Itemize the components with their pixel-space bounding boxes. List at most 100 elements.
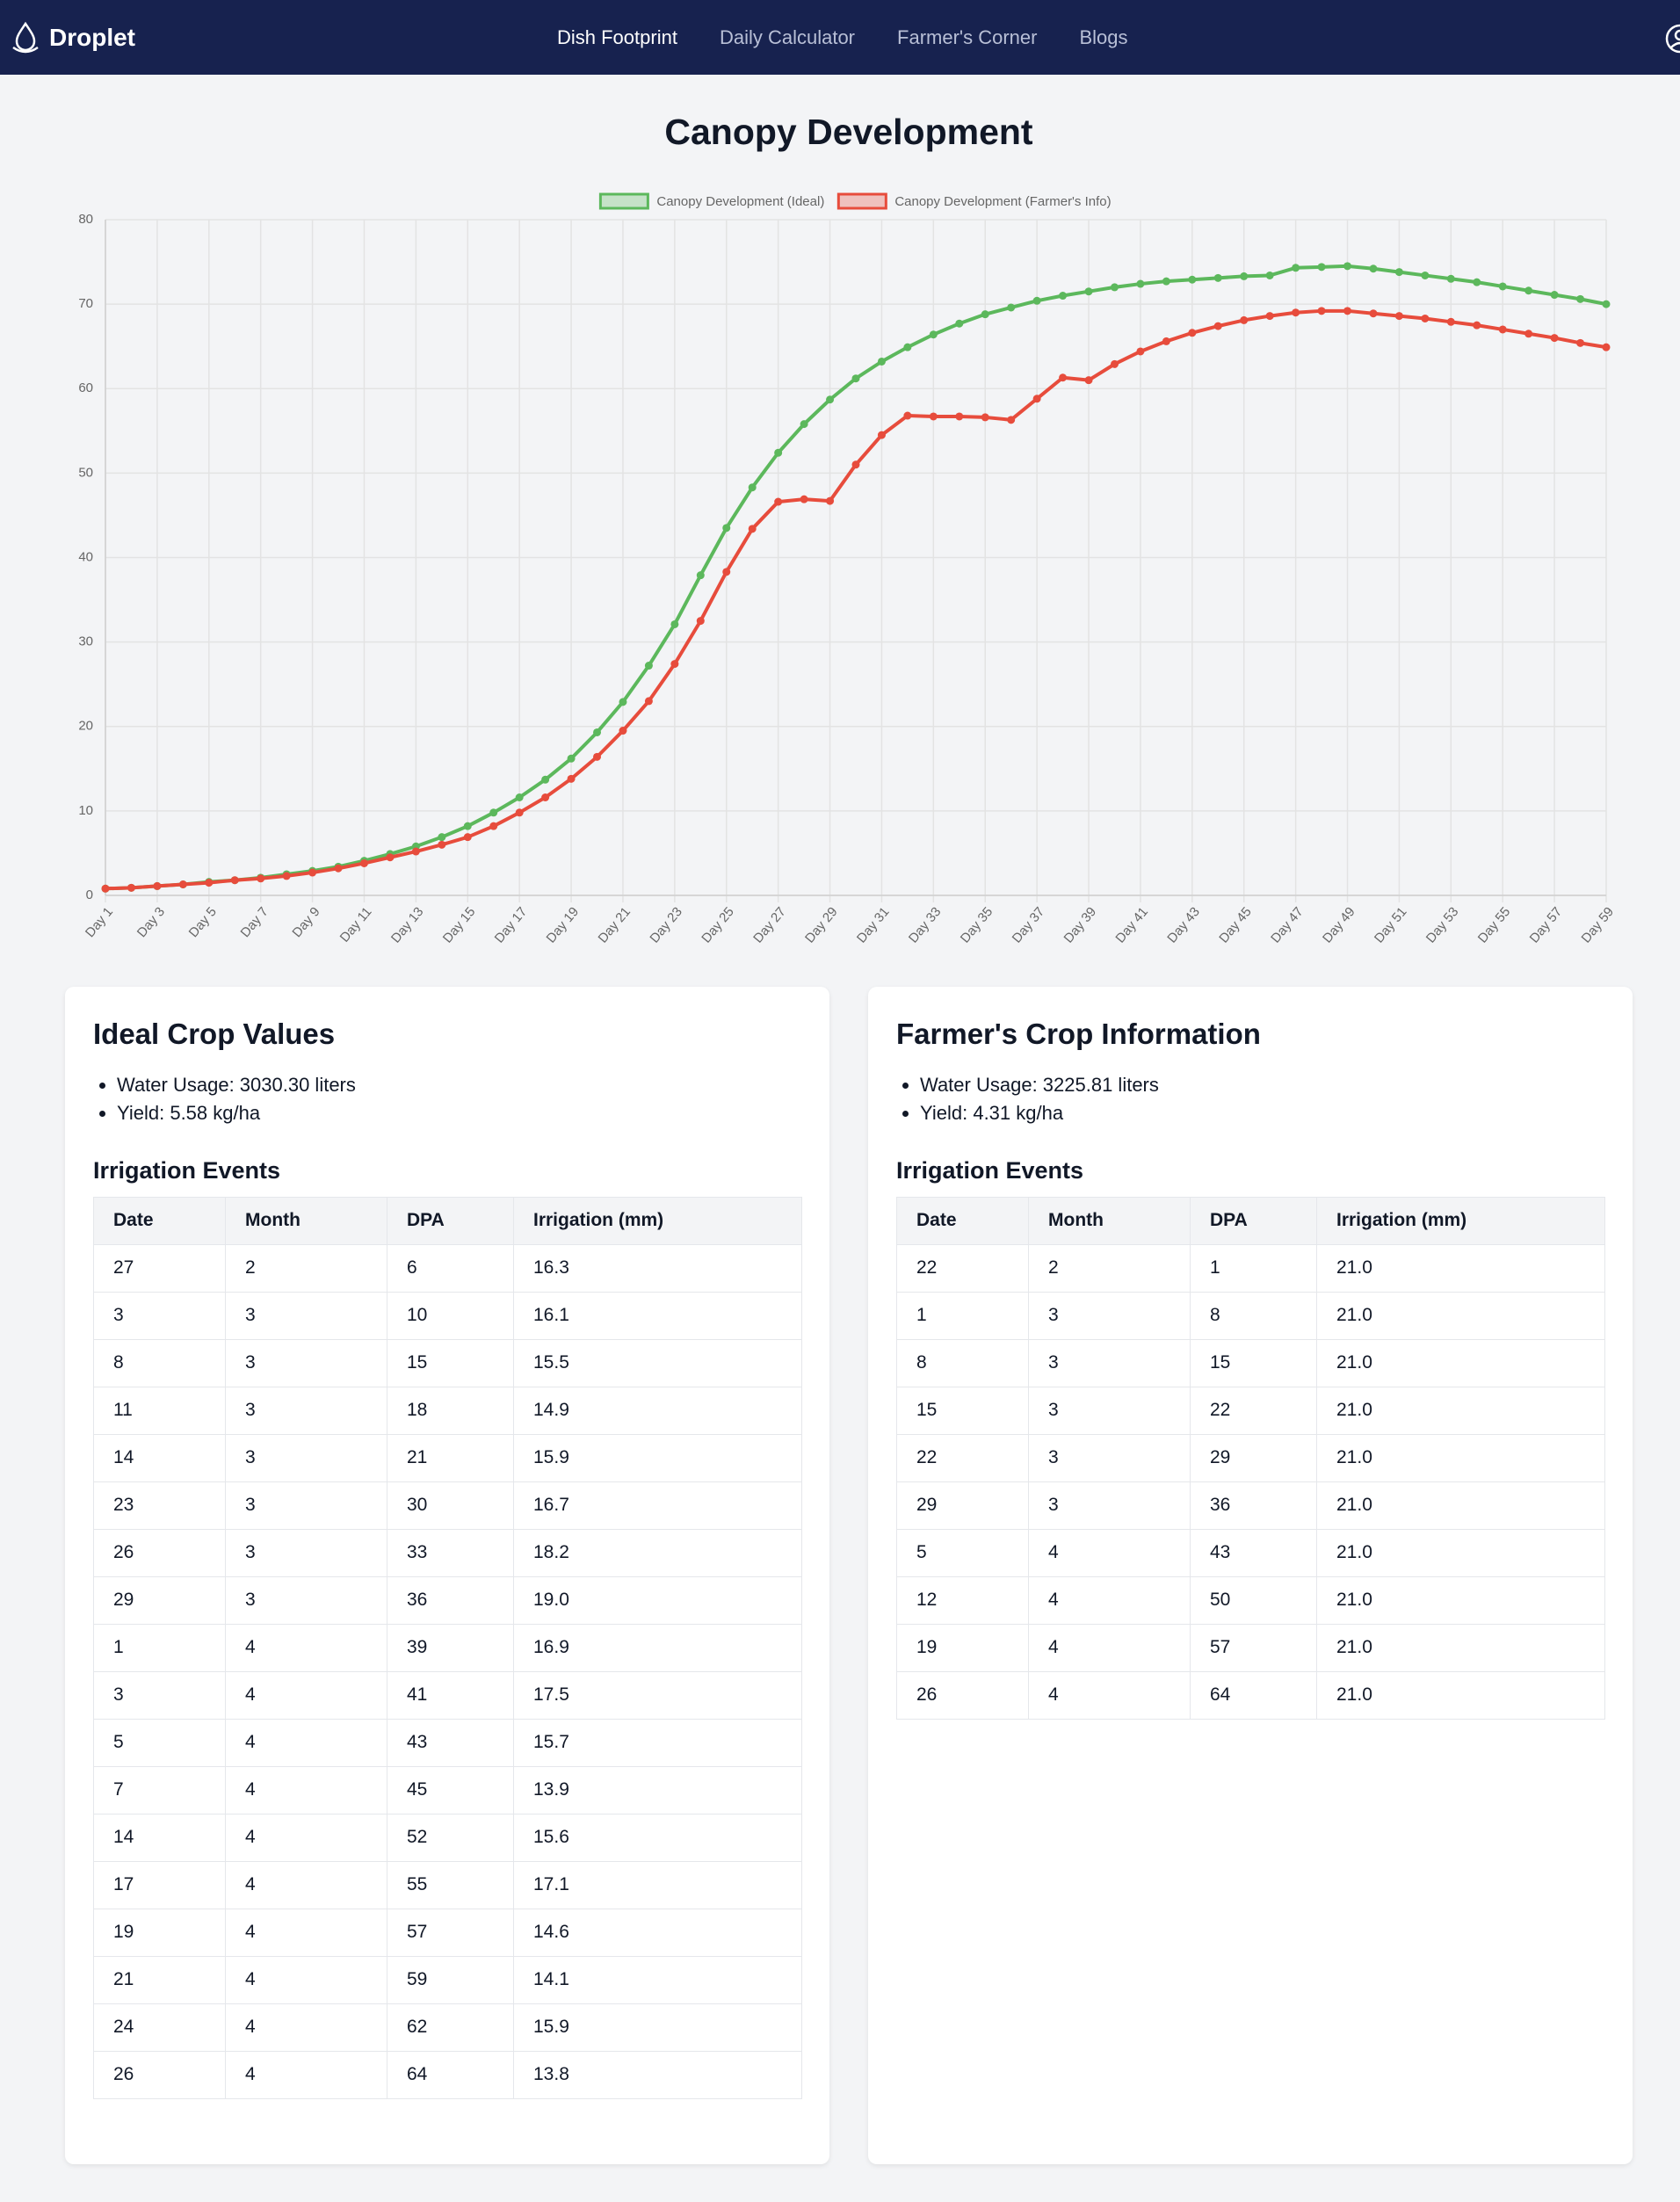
nav-link[interactable]: Dish Footprint — [557, 25, 677, 48]
data-point — [463, 822, 472, 830]
table-row: 14 4 52 15.6 — [93, 1813, 802, 1862]
x-tick-label: Day 1 — [83, 904, 116, 940]
nav-link[interactable]: Blogs — [1079, 25, 1128, 48]
table-row: 26 4 64 21.0 — [896, 1670, 1605, 1720]
table-cell: 7 — [93, 1765, 226, 1814]
data-point — [101, 884, 110, 893]
data-point — [722, 524, 731, 532]
data-point — [1394, 268, 1403, 277]
data-point — [1136, 279, 1145, 288]
x-tick-label: Day 5 — [186, 904, 220, 940]
table-cell: 4 — [1028, 1670, 1191, 1720]
table-cell: 17.1 — [513, 1860, 802, 1909]
data-point — [1446, 317, 1455, 326]
header-cell: Date — [896, 1196, 1029, 1245]
data-point — [1473, 278, 1481, 286]
data-point — [1084, 376, 1093, 385]
table-cell: 4 — [1028, 1575, 1191, 1625]
x-tick-label: Day 19 — [544, 904, 583, 945]
table-row: 3 4 41 17.5 — [93, 1670, 802, 1720]
table-cell: 3 — [1028, 1433, 1191, 1482]
table-cell: 4 — [225, 1908, 387, 1957]
table-cell: 18 — [387, 1386, 514, 1435]
data-point — [334, 864, 343, 873]
x-tick-label: Day 35 — [958, 904, 996, 945]
data-point — [955, 412, 964, 421]
table-cell: 19 — [896, 1623, 1029, 1672]
table-cell: 4 — [225, 1860, 387, 1909]
table-cell: 8 — [1190, 1291, 1317, 1340]
data-point — [1602, 343, 1611, 351]
table-cell: 8 — [896, 1338, 1029, 1387]
header-cell: Date — [93, 1196, 226, 1245]
table-cell: 55 — [387, 1860, 514, 1909]
table-row: 3 3 10 16.1 — [93, 1291, 802, 1340]
table-cell: 3 — [1028, 1481, 1191, 1530]
table-cell: 16.3 — [513, 1243, 802, 1293]
legend-label: Canopy Development (Farmer's Info) — [894, 194, 1111, 209]
table-cell: 15.6 — [513, 1813, 802, 1862]
table-cell: 4 — [225, 2003, 387, 2052]
user-icon[interactable] — [1664, 23, 1680, 54]
table-cell: 29 — [1190, 1433, 1317, 1482]
table-cell: 22 — [896, 1243, 1029, 1293]
table-cell: 3 — [225, 1291, 387, 1340]
data-point — [670, 619, 679, 628]
table-cell: 13.8 — [513, 2050, 802, 2099]
table-cell: 3 — [225, 1528, 387, 1577]
x-tick-label: Day 31 — [854, 904, 893, 945]
data-point — [567, 754, 576, 763]
data-point — [696, 571, 705, 580]
data-point — [1524, 330, 1533, 338]
data-point — [1213, 322, 1222, 330]
data-point — [153, 881, 162, 890]
data-point — [619, 727, 627, 735]
table-cell: 21.0 — [1316, 1243, 1605, 1293]
data-point — [515, 793, 524, 801]
data-point — [230, 876, 239, 885]
table-cell: 13.9 — [513, 1765, 802, 1814]
table-cell: 15.9 — [513, 2003, 802, 2052]
table-cell: 21.0 — [1316, 1338, 1605, 1387]
info-list: Water Usage: 3030.30 litersYield: 5.58 k… — [93, 1071, 801, 1127]
data-point — [929, 330, 938, 339]
table-cell: 43 — [1190, 1528, 1317, 1577]
table-cell: 50 — [1190, 1575, 1317, 1625]
y-tick-label: 30 — [78, 634, 93, 649]
table-cell: 16.9 — [513, 1623, 802, 1672]
data-point — [748, 483, 757, 492]
info-item: Yield: 4.31 kg/ha — [920, 1099, 1604, 1127]
table-cell: 41 — [387, 1670, 514, 1720]
data-point — [489, 808, 498, 817]
nav-link[interactable]: Farmer's Corner — [897, 25, 1038, 48]
x-tick-label: Day 3 — [134, 904, 168, 940]
table-row: 15 3 22 21.0 — [896, 1386, 1605, 1435]
table-cell: 59 — [387, 1955, 514, 2004]
table-cell: 19 — [93, 1908, 226, 1957]
table-cell: 3 — [225, 1575, 387, 1625]
info-list: Water Usage: 3225.81 litersYield: 4.31 k… — [896, 1071, 1604, 1127]
table-cell: 15 — [896, 1386, 1029, 1435]
x-tick-label: Day 55 — [1475, 904, 1514, 945]
data-point — [1265, 271, 1274, 279]
data-point — [696, 617, 705, 626]
data-point — [1162, 277, 1170, 286]
table-cell: 21.0 — [1316, 1528, 1605, 1577]
table-cell: 16.1 — [513, 1291, 802, 1340]
table-row: 8 3 15 15.5 — [93, 1338, 802, 1387]
data-point — [644, 662, 653, 670]
header-row: Date Month DPA Irrigation (mm) — [896, 1196, 1605, 1245]
brand[interactable]: Droplet — [11, 0, 135, 75]
table-cell: 45 — [387, 1765, 514, 1814]
data-point — [1110, 359, 1119, 368]
data-point — [593, 752, 602, 761]
data-point — [903, 343, 912, 351]
data-point — [178, 880, 187, 889]
data-point — [1446, 274, 1455, 283]
nav-link[interactable]: Daily Calculator — [719, 25, 856, 48]
data-point — [877, 357, 886, 366]
legend-label: Canopy Development (Ideal) — [656, 194, 824, 209]
data-point — [567, 774, 576, 783]
chart: Canopy Development 0 10 20 30 40 50 60 70 80 Day … — [78, 112, 1617, 946]
